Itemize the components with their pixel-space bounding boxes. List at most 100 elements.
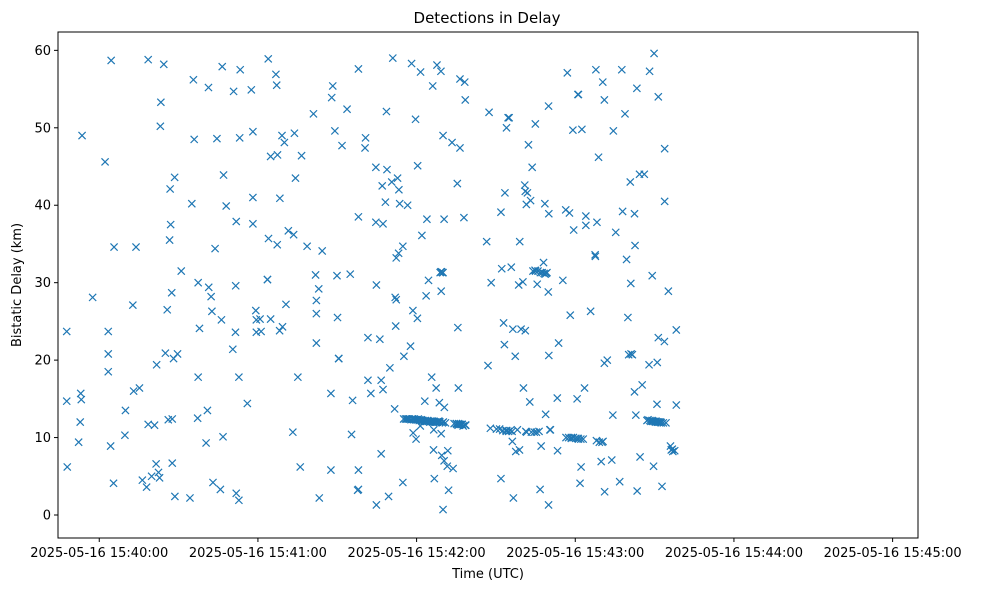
data-point-marker <box>440 456 449 465</box>
y-tick-label: 0 <box>43 509 51 524</box>
x-tick-label: 2025-05-16 15:44:00 <box>665 546 803 561</box>
plot-frame <box>57 31 919 539</box>
data-point-marker <box>290 129 299 138</box>
data-point-marker <box>422 215 431 224</box>
data-point-marker <box>459 421 468 430</box>
data-point-marker <box>569 225 578 235</box>
data-point-marker <box>437 451 446 460</box>
data-point-marker <box>257 327 266 336</box>
data-point-marker <box>62 397 71 406</box>
data-point-marker <box>208 478 217 487</box>
data-point-marker <box>315 493 324 502</box>
data-point-marker <box>581 221 590 230</box>
data-point-marker <box>518 277 527 286</box>
data-point-marker <box>544 102 553 111</box>
data-point-marker <box>264 234 273 243</box>
data-point-marker <box>449 464 458 473</box>
data-point-marker <box>436 67 445 76</box>
data-point-marker <box>150 421 159 430</box>
data-point-marker <box>553 446 562 455</box>
data-point-marker <box>413 314 422 323</box>
data-point-marker <box>660 144 669 153</box>
data-point-marker <box>363 333 372 342</box>
data-point-marker <box>377 449 386 458</box>
data-point-marker <box>128 301 137 310</box>
data-point-marker <box>398 242 407 251</box>
data-point-marker <box>532 428 541 437</box>
data-point-marker <box>366 389 375 398</box>
data-point-marker <box>152 459 161 468</box>
data-point-marker <box>533 280 542 289</box>
data-point-marker <box>453 179 462 188</box>
data-point-marker <box>77 395 86 404</box>
data-point-marker <box>318 246 327 255</box>
data-point-marker <box>563 68 572 77</box>
data-point-marker <box>577 125 586 134</box>
data-point-marker <box>398 478 407 487</box>
data-point-marker <box>248 127 257 136</box>
data-point-marker <box>508 325 517 334</box>
data-point-marker <box>106 442 115 451</box>
data-point-marker <box>544 287 553 296</box>
data-point-marker <box>531 119 540 128</box>
data-point-marker <box>615 477 624 486</box>
data-point-marker <box>544 209 553 218</box>
data-point-marker <box>628 350 637 359</box>
data-point-marker <box>650 49 659 58</box>
data-point-marker <box>202 438 211 448</box>
data-point-marker <box>541 410 550 419</box>
data-point-marker <box>454 383 463 393</box>
data-point-marker <box>599 437 608 446</box>
data-point-marker <box>573 394 582 403</box>
data-point-marker <box>155 473 164 482</box>
data-point-marker <box>664 287 673 296</box>
data-point-marker <box>544 351 553 360</box>
data-point-marker <box>327 93 336 102</box>
data-point-marker <box>309 109 318 118</box>
data-point-marker <box>528 163 537 172</box>
data-point-marker <box>553 394 562 403</box>
data-point-marker <box>104 327 113 336</box>
data-point-marker <box>229 87 238 96</box>
data-point-marker <box>109 479 118 488</box>
x-tick-label: 2025-05-16 15:43:00 <box>506 546 644 561</box>
data-point-marker <box>428 81 437 91</box>
data-point-marker <box>189 75 198 84</box>
data-point-marker <box>513 425 522 434</box>
data-point-marker <box>558 276 567 285</box>
data-point-marker <box>263 275 272 284</box>
data-point-marker <box>63 462 72 472</box>
data-point-marker <box>156 122 165 131</box>
data-point-marker <box>193 414 202 423</box>
data-point-marker <box>600 95 609 104</box>
data-point-marker <box>392 295 401 304</box>
data-point-marker <box>218 62 227 71</box>
data-point-marker <box>185 493 194 502</box>
data-point-marker <box>288 428 297 437</box>
data-point-marker <box>371 218 380 227</box>
data-point-marker <box>581 212 590 221</box>
data-point-marker <box>74 438 83 447</box>
data-point-marker <box>194 278 203 287</box>
data-point-marker <box>594 153 603 162</box>
data-point-marker <box>271 70 280 79</box>
data-point-marker <box>461 95 470 104</box>
data-point-marker <box>453 323 462 332</box>
data-point-marker <box>460 78 469 87</box>
data-point-marker <box>217 315 226 324</box>
data-point-marker <box>403 201 412 210</box>
y-tick-label: 30 <box>34 276 51 291</box>
data-point-marker <box>378 385 388 394</box>
data-point-marker <box>607 455 616 465</box>
data-point-marker <box>104 349 113 358</box>
data-point-marker <box>195 324 204 333</box>
data-point-marker <box>187 199 196 208</box>
data-point-marker <box>207 292 216 301</box>
data-point-marker <box>129 387 138 396</box>
data-point-marker <box>520 181 529 190</box>
data-point-marker <box>190 135 199 144</box>
data-point-marker <box>511 352 520 361</box>
data-point-marker <box>439 131 448 140</box>
data-point-marker <box>546 425 555 434</box>
data-point-marker <box>500 188 509 197</box>
